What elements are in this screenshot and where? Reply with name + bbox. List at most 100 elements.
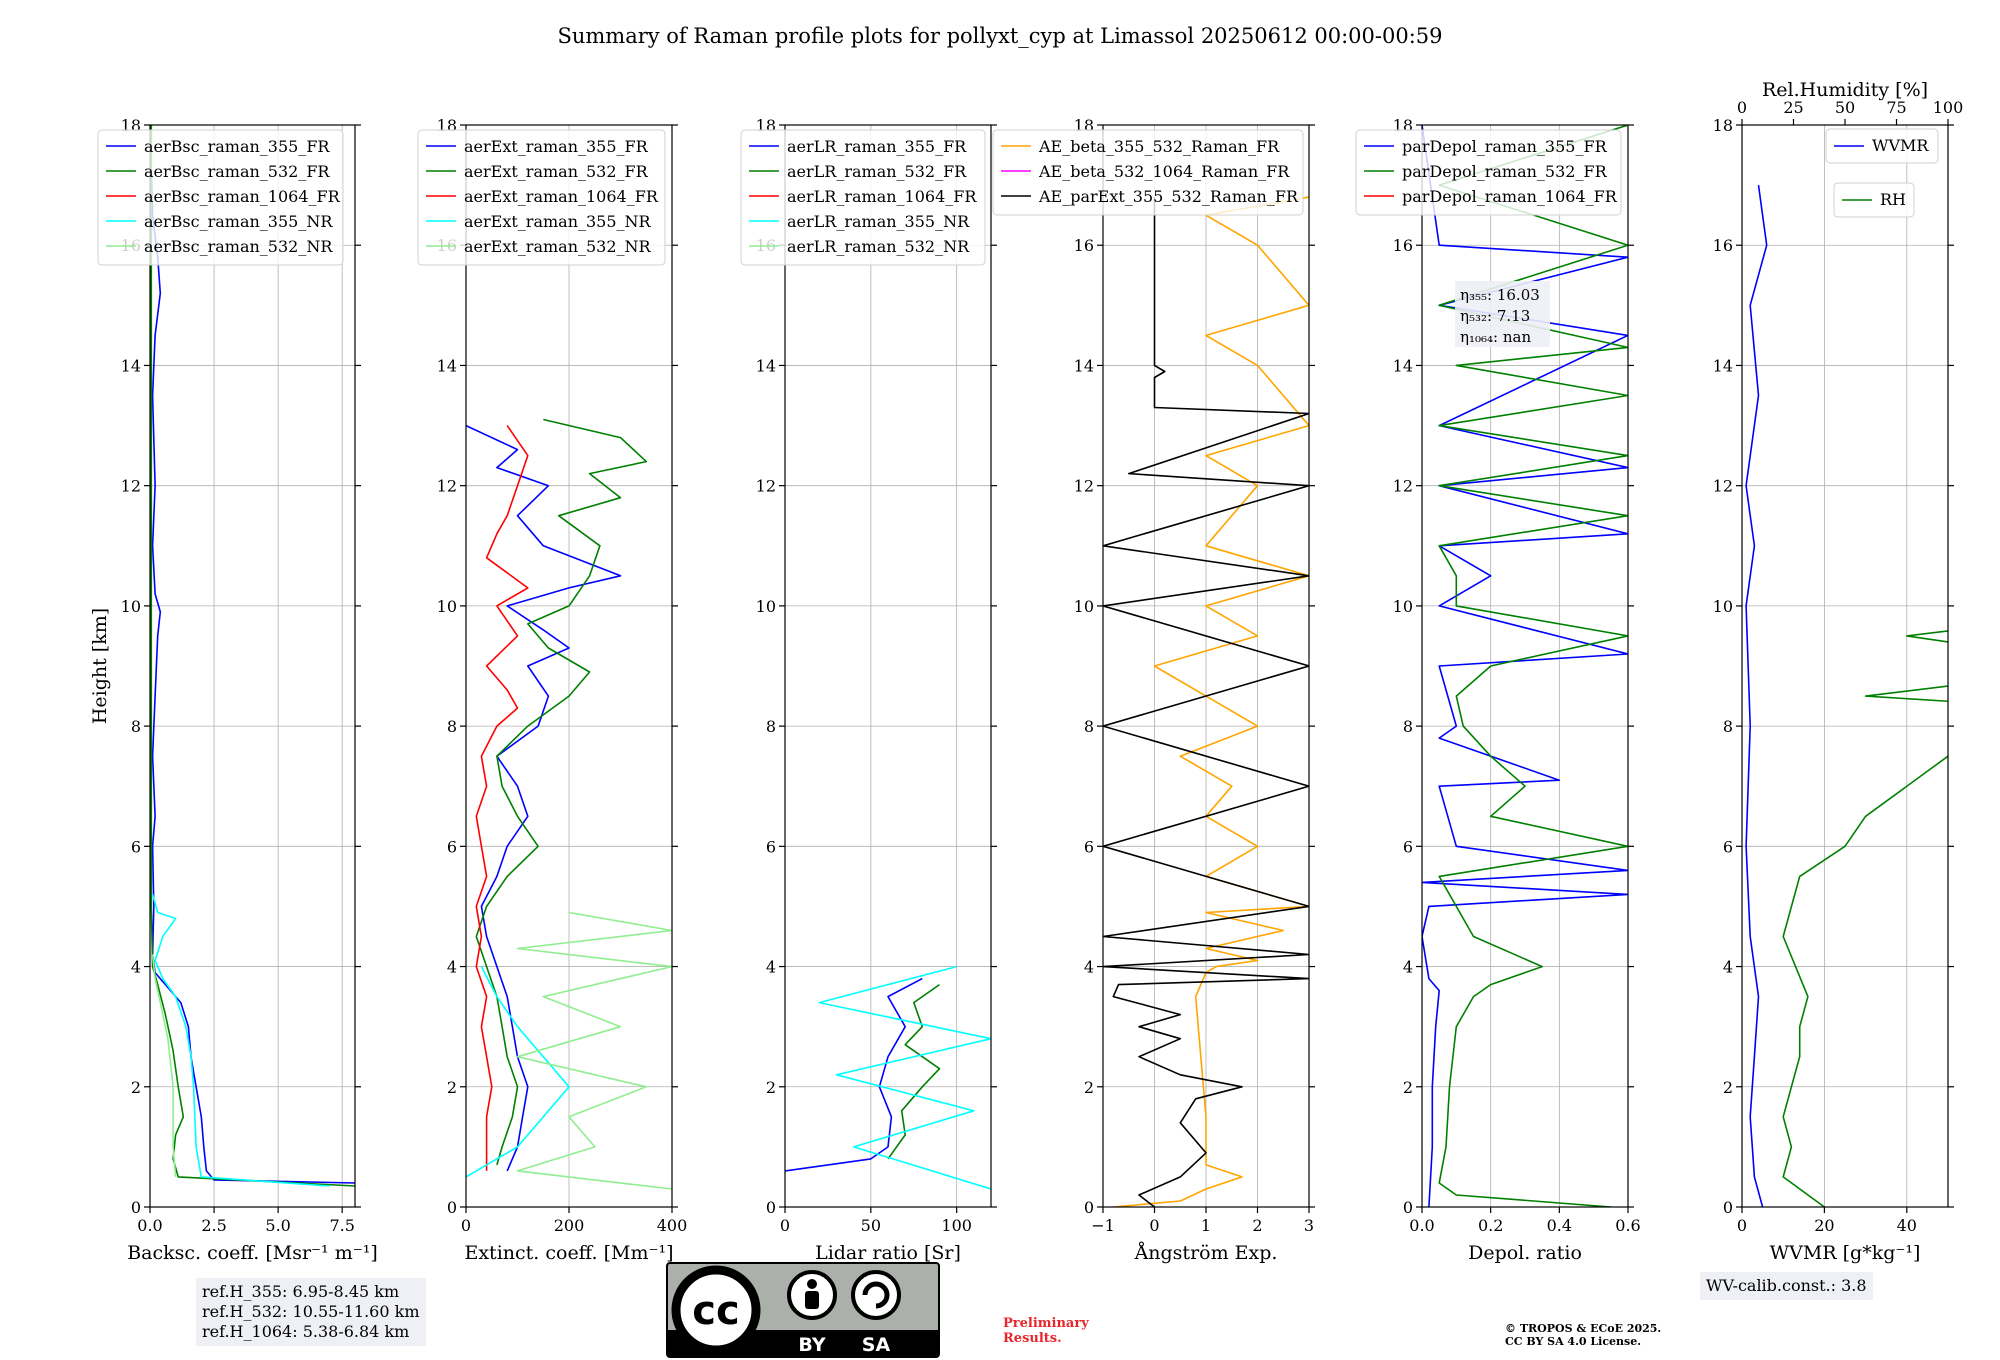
y-tick-label: 12 (1074, 477, 1094, 496)
y-tick-label: 8 (131, 717, 141, 736)
x-tick-label: 3 (1304, 1216, 1314, 1235)
series-line-aerBsc_raman_355_FR (150, 125, 355, 1184)
series-line-aerLR_raman_355_FR (785, 977, 923, 1172)
legend: aerExt_raman_355_FR aerExt_raman_532_FRae… (417, 129, 666, 266)
series-line-aerBsc_raman_532_NR (151, 954, 177, 1177)
panel-ext: 0246810121416180200400Extinct. coeff. [M… (417, 116, 688, 1264)
y-tick-label: 8 (447, 717, 457, 736)
legend-label: RH (1880, 190, 1906, 209)
y-tick-label: 12 (1393, 477, 1413, 496)
top-x-tick-label: 75 (1886, 98, 1906, 117)
y-tick-label: 16 (1713, 236, 1733, 255)
y-tick-label: 12 (437, 477, 457, 496)
ref-height-355: ref.H_355: 6.95-8.45 km (202, 1282, 400, 1301)
series-line-parDepol_raman_355_FR (1422, 125, 1628, 1207)
series-line-aerLR_raman_355_NR (818, 965, 991, 1190)
x-tick-label: 0 (1149, 1216, 1159, 1235)
person-body-icon (805, 1291, 819, 1309)
badge-sa-label: SA (862, 1334, 891, 1356)
series-line-aerExt_raman_355_FR (466, 424, 622, 1172)
cc-logo-text: cc (692, 1288, 739, 1334)
x-tick-label: 50 (861, 1216, 881, 1235)
x-tick-label: 0.0 (1409, 1216, 1434, 1235)
y-tick-label: 12 (121, 477, 141, 496)
series-group (150, 125, 355, 1187)
series-group (466, 418, 672, 1190)
legend-label: parDepol_raman_1064_FR (1402, 187, 1618, 206)
legend-label: aerLR_raman_355_NR (787, 212, 970, 231)
copyright-note: © TROPOS & ECoE 2025. CC BY SA 4.0 Licen… (1505, 1322, 1661, 1348)
legend-label: aerLR_raman_532_FR (787, 162, 967, 181)
series-group (1745, 184, 1948, 1207)
cc-by-sa-license-badge: cc BY SA (666, 1262, 940, 1358)
y-tick-label: 14 (1074, 356, 1094, 375)
y-tick-label: 2 (447, 1078, 457, 1097)
y-tick-label: 8 (766, 717, 776, 736)
y-tick-label: 10 (756, 597, 776, 616)
annotation-box (1455, 281, 1550, 347)
y-tick-label: 12 (1713, 477, 1733, 496)
y-tick-label: 10 (121, 597, 141, 616)
share-alike-arrow-icon (862, 1281, 890, 1309)
axes-frame (149, 124, 356, 1208)
x-tick-label: −1 (1091, 1216, 1115, 1235)
series-line-aerLR_raman_532_FR (887, 983, 941, 1160)
axes-frame (1421, 124, 1629, 1208)
legend-label: AE_beta_355_532_Raman_FR (1038, 137, 1280, 156)
x-tick-label: 200 (554, 1216, 585, 1235)
preliminary-line-1: Preliminary (1003, 1316, 1089, 1331)
legend-label: AE_beta_532_1064_Raman_FR (1038, 162, 1290, 181)
annotation-line: η₃₅₅: 16.03 (1460, 286, 1540, 304)
y-tick-label: 0 (1723, 1198, 1733, 1217)
y-tick-label: 0 (766, 1198, 776, 1217)
x-tick-label: 0.2 (1478, 1216, 1503, 1235)
y-tick-label: 2 (1084, 1078, 1094, 1097)
y-tick-label: 6 (1403, 837, 1413, 856)
y-tick-label: 4 (1723, 958, 1733, 977)
legend-label: aerBsc_raman_532_FR (144, 162, 330, 181)
y-tick-label: 8 (1403, 717, 1413, 736)
figure-title: Summary of Raman profile plots for polly… (557, 24, 1442, 48)
legend-label: AE_parExt_355_532_Raman_FR (1038, 187, 1299, 206)
top-x-tick-label: 25 (1783, 98, 1803, 117)
y-tick-label: 0 (131, 1198, 141, 1217)
y-tick-label: 12 (756, 477, 776, 496)
legend: aerLR_raman_355_FR aerLR_raman_532_FR aerL… (740, 129, 986, 266)
legend-label: aerLR_raman_532_NR (787, 237, 970, 256)
y-tick-label: 6 (1084, 837, 1094, 856)
legend-label: aerBsc_raman_355_NR (144, 212, 333, 231)
legend-label: aerExt_raman_355_FR (464, 137, 649, 156)
y-tick-label: 2 (766, 1078, 776, 1097)
y-axis-label: Height [km] (89, 608, 111, 724)
y-tick-label: 6 (1723, 837, 1733, 856)
legend: parDepol_raman_355_FR parDepol_raman_532_… (1355, 129, 1622, 216)
share-alike-icon (851, 1270, 901, 1320)
series-line-AE_parExt_355_532_Raman_FR (1103, 197, 1309, 1207)
top-x-tick-label: 0 (1737, 98, 1747, 117)
series-line-aerExt_raman_532_FR (475, 418, 648, 1166)
x-axis-label: Lidar ratio [Sr] (815, 1242, 961, 1264)
ref-height-1064: ref.H_1064: 5.38-6.84 km (202, 1322, 410, 1341)
y-tick-label: 8 (1084, 717, 1094, 736)
y-tick-label: 14 (437, 356, 457, 375)
legend-box (740, 129, 986, 266)
axes-frame (784, 124, 992, 1208)
x-tick-label: 0 (461, 1216, 471, 1235)
y-tick-label: 14 (756, 356, 776, 375)
y-tick-label: 6 (766, 837, 776, 856)
series-group (1103, 196, 1309, 1207)
y-tick-label: 14 (1393, 356, 1413, 375)
x-axis-label: Extinct. coeff. [Mm⁻¹] (464, 1242, 673, 1264)
x-tick-label: 0.4 (1547, 1216, 1572, 1235)
y-tick-label: 14 (1713, 356, 1733, 375)
y-tick-label: 0 (1403, 1198, 1413, 1217)
ref-height-532: ref.H_532: 10.55-11.60 km (202, 1302, 420, 1321)
x-tick-label: 400 (657, 1216, 688, 1235)
eta-annotation: η₃₅₅: 16.03 η₅₃₂: 7.13 η₁₀₆₄: nan (1455, 281, 1550, 347)
y-tick-label: 0 (1084, 1198, 1094, 1217)
legend-box (97, 129, 344, 266)
x-tick-label: 40 (1897, 1216, 1917, 1235)
